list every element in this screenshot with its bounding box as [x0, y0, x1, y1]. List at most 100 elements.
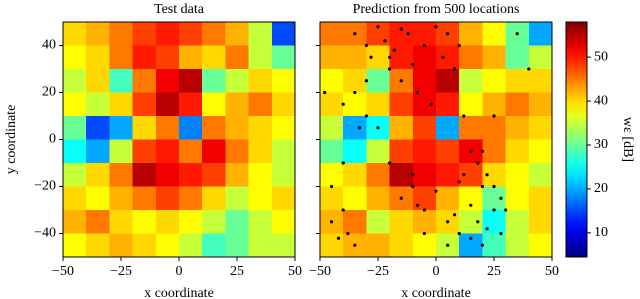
heat-cell: [63, 69, 87, 94]
heat-cell: [109, 139, 134, 164]
heat-cell: [389, 22, 414, 47]
heat-cell: [528, 186, 553, 211]
heat-cell: [271, 233, 296, 258]
heat-cell: [155, 210, 180, 235]
sample-point: [441, 55, 445, 59]
heat-cell: [202, 210, 226, 235]
heat-cell: [482, 92, 507, 117]
sample-point: [434, 25, 438, 29]
x-tick-label: −25: [110, 264, 132, 279]
heat-cell: [366, 69, 391, 94]
heat-cell: [109, 233, 134, 258]
sample-point: [422, 43, 426, 48]
heat-cell: [86, 210, 110, 235]
heat-cell: [63, 233, 87, 258]
heat-cell: [202, 233, 226, 258]
heat-cell: [528, 22, 553, 47]
x-tick-label: −50: [309, 264, 331, 279]
heat-cell: [389, 116, 414, 141]
heat-cell: [225, 22, 250, 47]
heat-cell: [202, 163, 226, 188]
heat-cell: [271, 22, 296, 47]
heat-cell: [202, 186, 226, 211]
heat-cell: [132, 163, 157, 188]
heat-cell: [63, 139, 87, 164]
heat-cell: [248, 45, 273, 70]
heat-cell: [271, 45, 296, 70]
heat-cell: [366, 233, 391, 258]
heat-cell: [109, 163, 134, 188]
heat-cell: [63, 92, 87, 117]
sample-point: [452, 213, 457, 217]
colorbar-tick-label: 40: [594, 93, 608, 108]
sample-point: [388, 55, 392, 59]
sample-point: [353, 243, 357, 247]
colorbar-tick-label: 30: [594, 137, 608, 152]
heat-cell: [528, 92, 553, 117]
heat-cell: [436, 92, 460, 117]
heat-cell: [459, 163, 483, 188]
sample-point: [369, 55, 373, 59]
sample-point: [383, 39, 387, 43]
heat-cell: [412, 210, 437, 235]
heat-cell: [86, 186, 110, 211]
heat-cell: [155, 139, 180, 164]
heat-cell: [179, 116, 203, 141]
heat-cell: [366, 139, 391, 164]
sample-point: [457, 180, 461, 184]
heat-cell: [155, 116, 180, 141]
heat-cell: [436, 139, 460, 164]
heat-cell: [482, 69, 507, 94]
heat-cell: [505, 116, 530, 141]
heat-cell: [179, 163, 203, 188]
sample-point: [341, 102, 345, 106]
heat-cell: [225, 233, 250, 258]
heat-cell: [86, 22, 110, 47]
x-tick-label: 0: [433, 264, 440, 279]
sample-point: [429, 102, 433, 106]
heat-cell: [179, 186, 203, 211]
heat-cell: [179, 22, 203, 47]
heat-cell: [482, 139, 507, 164]
x-tick-label: 50: [288, 264, 302, 279]
heat-cell: [343, 139, 367, 164]
heat-cell: [179, 92, 203, 117]
sample-point: [476, 220, 480, 224]
y-axis-label: y coordinate: [4, 105, 19, 175]
heat-cell: [320, 69, 344, 94]
heat-cell: [248, 22, 273, 47]
heat-cell: [528, 45, 553, 70]
heat-cell: [528, 69, 553, 94]
heat-cell: [202, 139, 226, 164]
heat-cell: [271, 139, 296, 164]
heat-cell: [482, 233, 507, 258]
heat-cell: [179, 139, 203, 164]
sample-point: [411, 62, 415, 66]
sample-point: [353, 90, 357, 95]
heat-cell: [248, 186, 273, 211]
sample-point: [492, 208, 496, 212]
heat-cell: [155, 45, 180, 70]
heat-cell: [248, 139, 273, 164]
heat-cell: [271, 92, 296, 117]
sample-point: [364, 79, 368, 83]
heat-cell: [343, 69, 367, 94]
heat-cell: [271, 69, 296, 94]
heat-cell: [505, 186, 530, 211]
heat-cell: [202, 22, 226, 47]
sample-point: [341, 161, 345, 165]
heat-cell: [412, 92, 437, 117]
heat-cell: [132, 186, 157, 211]
x-axis-label: x coordinate: [401, 286, 471, 299]
y-tick-label: −20: [34, 179, 56, 194]
heat-cell: [155, 186, 180, 211]
heat-cell: [505, 139, 530, 164]
sample-point: [499, 196, 503, 200]
heat-cell: [202, 69, 226, 94]
sample-point: [527, 67, 531, 71]
heat-cell: [482, 116, 507, 141]
heat-cell: [225, 45, 250, 70]
heat-cell: [412, 233, 437, 258]
heat-cell: [320, 92, 344, 117]
heat-cell: [86, 139, 110, 164]
